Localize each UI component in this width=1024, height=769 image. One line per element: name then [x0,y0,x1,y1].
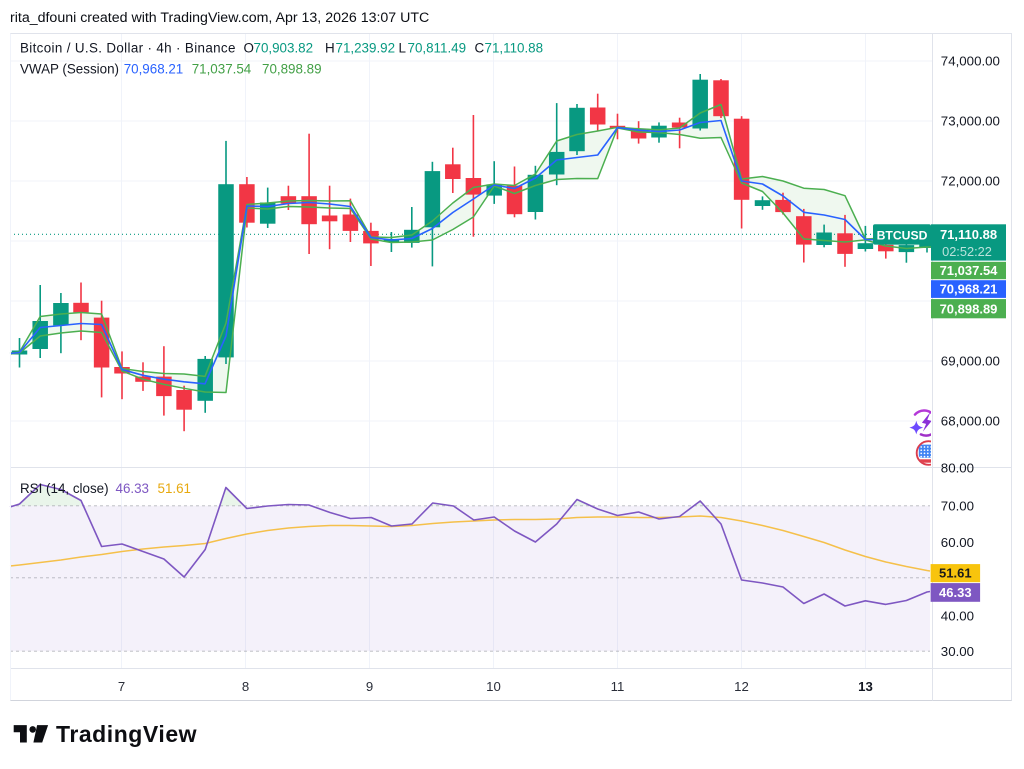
svg-text:7: 7 [118,679,125,694]
svg-text:30.00: 30.00 [941,644,974,659]
svg-text:71,037.54: 71,037.54 [192,62,252,77]
svg-text:70,968.21: 70,968.21 [124,62,184,77]
svg-text:rita_dfouni created with Tradi: rita_dfouni created with TradingView.com… [10,10,429,26]
svg-text:72,000.00: 72,000.00 [941,174,1000,189]
svg-text:L: L [399,41,406,56]
svg-text:70,968.21: 70,968.21 [940,282,998,297]
svg-text:70,811.49: 70,811.49 [408,41,467,56]
svg-text:69,000.00: 69,000.00 [941,354,1000,369]
svg-text:71,037.54: 71,037.54 [940,263,999,278]
svg-text:70,903.82: 70,903.82 [254,41,314,56]
svg-text:10: 10 [486,679,501,694]
svg-text:71,110.88: 71,110.88 [485,41,544,56]
svg-text:9: 9 [366,679,373,694]
svg-text:BTCUSD: BTCUSD [877,228,928,242]
svg-text:80.00: 80.00 [941,461,974,476]
svg-text:11: 11 [611,679,625,694]
svg-text:68,000.00: 68,000.00 [941,414,1000,429]
svg-text:13: 13 [858,679,873,694]
svg-text:71,110.88: 71,110.88 [940,227,997,242]
svg-text:70,898.89: 70,898.89 [940,301,998,316]
svg-text:70,898.89: 70,898.89 [262,62,322,77]
svg-text:70.00: 70.00 [941,499,974,514]
svg-text:73,000.00: 73,000.00 [941,114,1000,129]
svg-text:12: 12 [734,679,749,694]
svg-text:H: H [325,41,335,56]
svg-text:51.61: 51.61 [939,566,972,581]
svg-text:51.61: 51.61 [158,481,192,496]
svg-text:46.33: 46.33 [116,481,150,496]
svg-text:60.00: 60.00 [941,535,974,550]
svg-text:Bitcoin / U.S. Dollar · 4h · B: Bitcoin / U.S. Dollar · 4h · Binance [20,41,236,56]
svg-text:46.33: 46.33 [939,585,972,600]
svg-text:40.00: 40.00 [941,608,974,623]
svg-text:VWAP (Session): VWAP (Session) [20,62,119,77]
svg-text:O: O [244,41,254,56]
svg-text:C: C [475,41,485,56]
svg-text:74,000.00: 74,000.00 [941,54,1000,69]
svg-text:8: 8 [242,679,249,694]
svg-text:71,239.92: 71,239.92 [336,41,396,56]
svg-text:TradingView: TradingView [56,721,197,747]
svg-text:02:52:22: 02:52:22 [942,244,992,259]
svg-text:RSI (14, close): RSI (14, close) [20,481,109,496]
